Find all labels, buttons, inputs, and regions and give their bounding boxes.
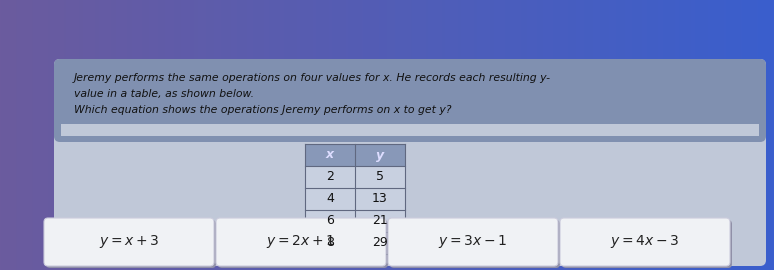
Text: 5: 5 xyxy=(376,170,384,184)
Text: Which equation shows the operations Jeremy performs on x to get y?: Which equation shows the operations Jere… xyxy=(74,105,451,115)
Bar xyxy=(305,144,405,254)
FancyBboxPatch shape xyxy=(562,220,732,268)
FancyBboxPatch shape xyxy=(388,218,558,266)
Text: 13: 13 xyxy=(372,193,388,205)
Text: 4: 4 xyxy=(326,193,334,205)
Text: 2: 2 xyxy=(326,170,334,184)
Text: 29: 29 xyxy=(372,237,388,249)
Text: y: y xyxy=(376,148,384,161)
Text: value in a table, as shown below.: value in a table, as shown below. xyxy=(74,89,254,99)
FancyBboxPatch shape xyxy=(44,218,214,266)
Text: x: x xyxy=(326,148,334,161)
FancyBboxPatch shape xyxy=(46,220,216,268)
Text: $y=3x-1$: $y=3x-1$ xyxy=(438,234,508,251)
FancyBboxPatch shape xyxy=(560,218,730,266)
Text: Jeremy performs the same operations on four values for x. He records each result: Jeremy performs the same operations on f… xyxy=(74,73,551,83)
FancyBboxPatch shape xyxy=(218,220,388,268)
Text: $y=2x+1$: $y=2x+1$ xyxy=(266,234,336,251)
Text: 6: 6 xyxy=(326,214,334,228)
Text: 8: 8 xyxy=(326,237,334,249)
Bar xyxy=(61,124,759,136)
FancyBboxPatch shape xyxy=(216,218,386,266)
Bar xyxy=(305,144,405,166)
FancyBboxPatch shape xyxy=(54,59,766,266)
Text: $y=x+3$: $y=x+3$ xyxy=(99,234,159,251)
Bar xyxy=(60,65,760,130)
FancyBboxPatch shape xyxy=(54,59,766,142)
FancyBboxPatch shape xyxy=(390,220,560,268)
Text: $y=4x-3$: $y=4x-3$ xyxy=(611,234,680,251)
Text: 21: 21 xyxy=(372,214,388,228)
